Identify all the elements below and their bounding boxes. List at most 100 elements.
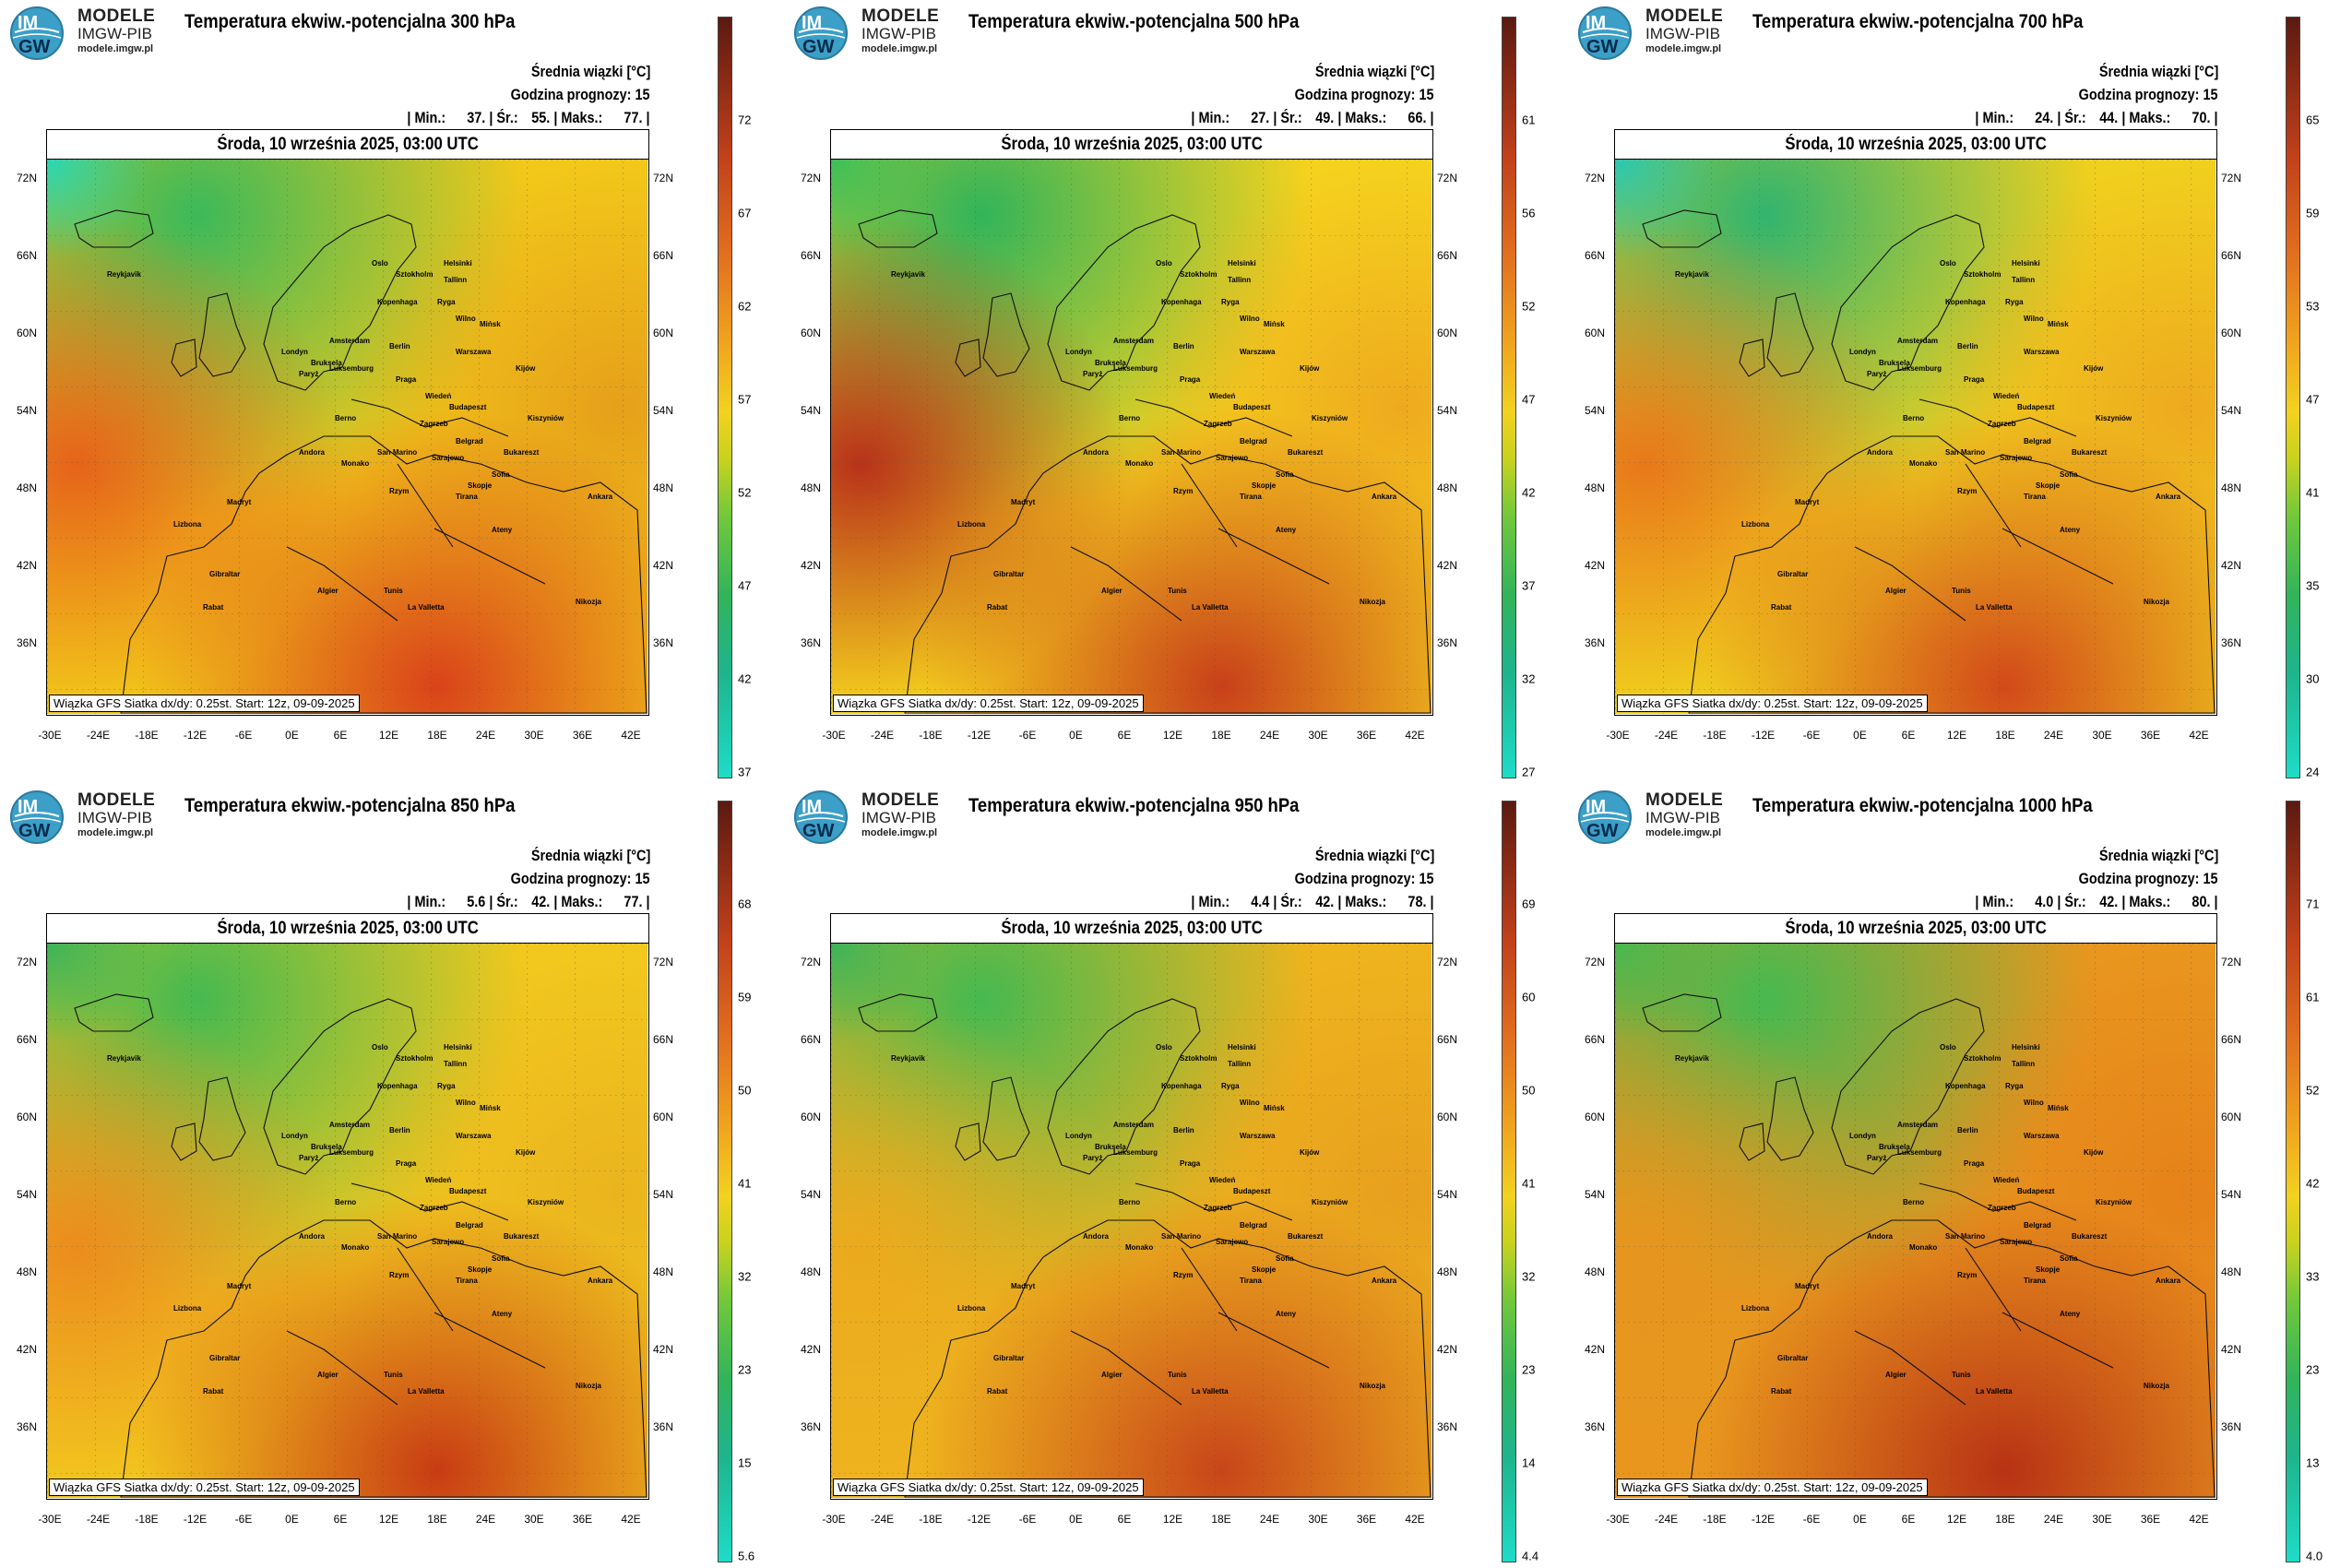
city-label: Kopenhaga xyxy=(1161,298,1202,306)
logo-badge-bottom: GW xyxy=(18,37,51,57)
date-label: Środa, 10 września 2025, 03:00 UTC xyxy=(1785,135,2047,154)
lon-label: 42E xyxy=(2189,729,2209,742)
logo-url: modele.imgw.pl xyxy=(77,43,154,54)
city-label: Bruksela xyxy=(1095,1143,1126,1151)
lon-label: 0E xyxy=(285,1513,299,1526)
city-label: Nikozja xyxy=(1360,1382,1386,1390)
temperature-field: Oslo Sztokholm Helsinki Tallinn Ryga Wilno Miń… xyxy=(1615,944,2215,1498)
city-label: Luksemburg xyxy=(1113,1148,1158,1157)
city-label: Madryt xyxy=(227,498,252,506)
lon-label: 42E xyxy=(2189,1513,2209,1526)
imgw-logo: IM GW MODELE IMGW-PIB modele.imgw.pl xyxy=(1570,789,1745,844)
coastlines xyxy=(74,993,647,1498)
lon-label: 18E xyxy=(1211,1513,1231,1526)
avg-label: Śr.: xyxy=(1280,893,1303,910)
avg-label: Śr.: xyxy=(2064,893,2087,910)
lon-label: 36E xyxy=(1356,1513,1377,1526)
colorbar-tick: 32 xyxy=(738,1269,752,1284)
colorbar-tick: 30 xyxy=(2306,671,2320,686)
temperature-field: Oslo Sztokholm Helsinki Tallinn Ryga Wilno Miń… xyxy=(1615,160,2215,714)
max-label: Maks.: xyxy=(2129,109,2171,126)
city-label: Tunis xyxy=(1168,587,1187,595)
city-label: Rabat xyxy=(987,603,1008,612)
city-label: Algier xyxy=(1101,587,1123,595)
city-label: Algier xyxy=(1885,1371,1907,1379)
city-label: Kijów xyxy=(2084,1148,2104,1157)
city-label: Berlin xyxy=(389,1126,410,1134)
colorbar xyxy=(1502,801,1516,1562)
city-label: Ateny xyxy=(1276,1310,1297,1318)
lat-label-left: 48N xyxy=(1585,1265,1606,1278)
coastlines xyxy=(1642,209,2215,714)
city-label: Bruksela xyxy=(311,359,342,367)
logo-badge-top: IM xyxy=(1586,13,1606,33)
colorbar-tick: 42 xyxy=(2306,1176,2320,1191)
lon-label: 18E xyxy=(1995,729,2015,742)
city-label: Londyn xyxy=(1849,1132,1876,1140)
city-label: Sofia xyxy=(1276,1254,1294,1263)
city-label: Sztokholm xyxy=(396,1054,434,1063)
lat-label-left: 42N xyxy=(1585,559,1606,572)
lat-label-right: 54N xyxy=(2221,1188,2242,1201)
city-label: Sofia xyxy=(2060,470,2078,479)
logo-url: modele.imgw.pl xyxy=(77,827,154,838)
city-label: Sarajewo xyxy=(432,454,465,462)
lat-label-left: 66N xyxy=(17,1033,38,1046)
lon-label: -18E xyxy=(135,729,159,742)
imgw-logo: IM GW MODELE IMGW-PIB modele.imgw.pl xyxy=(2,5,177,60)
city-label: Wilno xyxy=(2024,315,2044,323)
city-label: Tirana xyxy=(1240,493,1262,501)
lon-label: -12E xyxy=(967,729,992,742)
city-label: Skopje xyxy=(1252,481,1277,490)
coastlines xyxy=(858,993,1431,1498)
min-label: Min.: xyxy=(414,893,446,910)
lon-label: -6E xyxy=(1802,1513,1821,1526)
lon-label: -30E xyxy=(822,729,846,742)
city-label: Rzym xyxy=(1173,487,1194,495)
lat-label-right: 72N xyxy=(653,172,674,184)
city-label: Andora xyxy=(1867,448,1893,457)
colorbar-tick: 4.0 xyxy=(2306,1549,2323,1563)
colorbar-tick: 59 xyxy=(738,990,752,1004)
city-label: Mińsk xyxy=(1264,320,1285,328)
city-label: Madryt xyxy=(1795,1282,1820,1290)
lat-label-left: 54N xyxy=(1585,1188,1606,1201)
city-label: Wilno xyxy=(2024,1099,2044,1107)
max-label: Maks.: xyxy=(561,893,603,910)
colorbar xyxy=(718,17,732,778)
colorbar-tick: 61 xyxy=(2306,990,2320,1004)
city-label: Andora xyxy=(299,448,325,457)
lat-label-left: 36N xyxy=(801,636,822,649)
lon-label: 42E xyxy=(621,729,641,742)
lat-label-right: 60N xyxy=(653,1111,674,1123)
city-label: Ateny xyxy=(1276,526,1297,534)
map-panel: IM GW MODELE IMGW-PIB modele.imgw.pl Tem… xyxy=(0,784,784,1568)
city-label: Oslo xyxy=(372,259,388,267)
city-label: La Valletta xyxy=(1976,603,2013,612)
city-label: Wiedeń xyxy=(425,392,452,400)
colorbar-tick: 13 xyxy=(2306,1455,2320,1470)
lon-label: 24E xyxy=(475,729,496,742)
colorbar-tick: 42 xyxy=(1522,485,1536,500)
legend-title: Średnia wiązki [°C] xyxy=(530,63,650,80)
lat-label-left: 36N xyxy=(1585,636,1606,649)
date-bar: Środa, 10 września 2025, 03:00 UTC xyxy=(47,130,648,160)
city-label: Kopenhaga xyxy=(1161,1082,1202,1090)
lon-label: 12E xyxy=(1946,729,1967,742)
city-label: Nikozja xyxy=(2144,598,2170,606)
lat-label-right: 66N xyxy=(2221,249,2242,262)
max-value: 70. xyxy=(2192,109,2211,126)
city-label: Bukareszt xyxy=(504,1232,540,1241)
city-label: Budapeszt xyxy=(1233,403,1271,411)
lat-label-right: 48N xyxy=(653,1265,674,1278)
city-label: Madryt xyxy=(1011,498,1036,506)
lat-label-left: 54N xyxy=(1585,404,1606,417)
lat-label-left: 36N xyxy=(1585,1420,1606,1433)
lat-label-left: 42N xyxy=(801,1343,822,1356)
lon-label: 12E xyxy=(1162,1513,1183,1526)
city-label: Nikozja xyxy=(2144,1382,2170,1390)
lat-label-left: 48N xyxy=(801,481,822,494)
lat-label-left: 48N xyxy=(1585,481,1606,494)
city-label: San Marino xyxy=(1161,1232,1202,1241)
colorbar-tick: 52 xyxy=(738,485,752,500)
